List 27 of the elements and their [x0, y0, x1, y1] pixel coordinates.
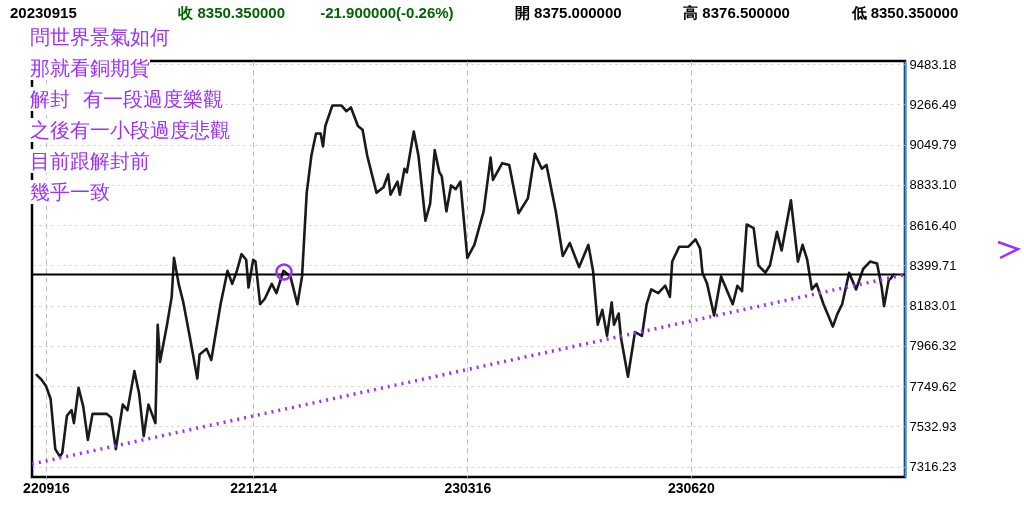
text: 20230915: [10, 4, 77, 21]
text: -21.900000(-0.26%): [320, 4, 454, 21]
y-tick-label: 8399.71: [909, 257, 957, 273]
x-tick-label: 221214: [230, 479, 278, 496]
y-tick-label: 7532.93: [909, 418, 957, 434]
annotation: 目前跟解封前: [30, 149, 150, 173]
annotation: 那就看銅期貨: [30, 56, 150, 80]
y-tick-label: 7749.62: [909, 378, 957, 394]
x-tick-label: 220916: [23, 479, 71, 496]
text: 高 8376.500000: [683, 4, 790, 23]
y-tick-label: 8833.10: [909, 177, 957, 193]
y-tick-label: 9049.79: [909, 137, 957, 153]
annotation: 解封 有一段過度樂觀: [30, 87, 223, 111]
x-tick-label: 230620: [667, 479, 715, 496]
x-tick-label: 230316: [444, 479, 492, 496]
text: 收 8350.350000: [178, 4, 286, 23]
y-tick-label: 8616.40: [909, 217, 957, 233]
text: 開 8375.000000: [514, 4, 622, 23]
annotation: 之後有一小段過度悲觀: [30, 118, 230, 142]
y-tick-label: 9483.18: [909, 56, 957, 72]
text: 低 8350.350000: [851, 4, 959, 23]
annotation: 幾乎一致: [30, 180, 110, 204]
y-tick-label: 7316.23: [909, 459, 957, 475]
y-tick-label: 8183.01: [909, 298, 957, 314]
text: 問世界景氣如何: [30, 25, 170, 49]
y-tick-label: 9266.49: [909, 96, 957, 112]
y-tick-label: 7966.32: [909, 338, 957, 354]
